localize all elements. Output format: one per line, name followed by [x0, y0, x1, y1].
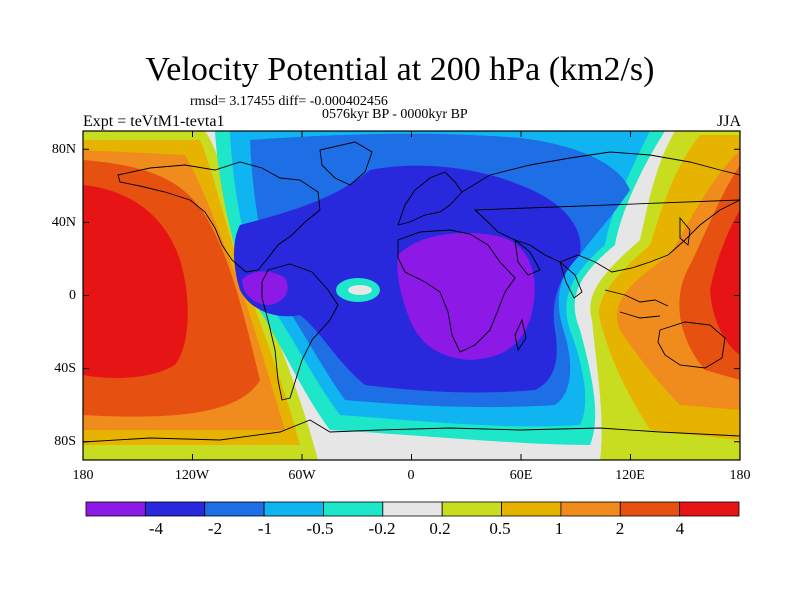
axis-ticks [82, 131, 741, 460]
y-tick-label: 0 [69, 288, 76, 303]
x-tick-label: 60E [509, 468, 533, 483]
colorbar-swatch [619, 501, 681, 517]
x-tick-label: 120E [615, 468, 645, 483]
colorbar-swatch [85, 501, 146, 517]
colorbar-swatch [204, 501, 265, 517]
x-tick-label: 60W [288, 468, 316, 483]
x-tick-label: 180 [72, 468, 94, 483]
colorbar-swatch [560, 501, 621, 517]
colorbar-label: 0.5 [489, 519, 511, 538]
experiment-label: Expt = teVtM1-tevta1 [83, 113, 225, 130]
x-tick-label: 0 [407, 468, 415, 483]
velocity-potential-field [83, 131, 740, 460]
season-label: JJA [716, 113, 741, 130]
plot-title: Velocity Potential at 200 hPa (km2/s) [145, 51, 655, 88]
y-tick-label: 40S [54, 361, 76, 376]
colorbar-label: 2 [615, 519, 625, 538]
colorbar-swatch [501, 501, 562, 517]
colorbar-swatch [144, 501, 206, 517]
y-tick-label: 80S [54, 434, 76, 449]
colorbar-label: 4 [675, 519, 685, 538]
colorbar-label: -4 [148, 519, 164, 538]
colorbar-label: -0.2 [368, 519, 396, 538]
colorbar-label: -0.5 [306, 519, 334, 538]
colorbar-label: -1 [257, 519, 273, 538]
period-subtitle: 0576kyr BP - 0000kyr BP [322, 107, 468, 122]
coastlines [83, 141, 740, 443]
colorbar-label: 0.2 [429, 519, 451, 538]
colorbar-swatch [323, 501, 384, 517]
colorbar-swatch [382, 501, 443, 517]
colorbar-label: 1 [554, 519, 564, 538]
colorbar-swatch [263, 501, 324, 517]
y-tick-label: 80N [51, 142, 76, 157]
colorbar-label: -2 [207, 519, 223, 538]
y-tick-label: 40N [51, 215, 76, 230]
colorbar [85, 501, 740, 517]
colorbar-swatch [679, 501, 740, 517]
x-tick-label: 120W [174, 468, 210, 483]
x-tick-label: 180 [729, 468, 751, 483]
stats-subtitle: rmsd= 3.17455 diff= -0.000402456 [190, 94, 388, 109]
colorbar-swatch [441, 501, 502, 517]
